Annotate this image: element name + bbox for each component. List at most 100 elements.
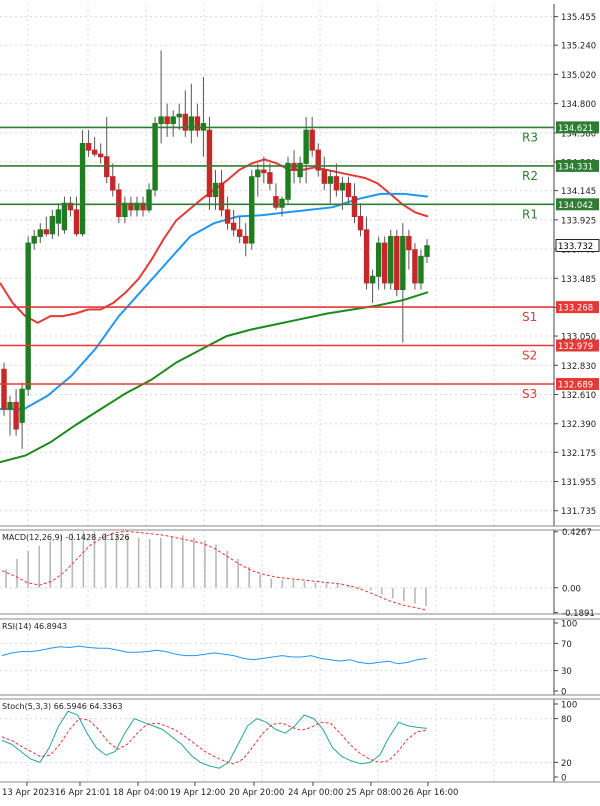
price-tick-label: 134.800: [561, 100, 596, 110]
candle-body: [1, 368, 7, 410]
candle-body: [212, 182, 219, 198]
level-price-label: 133.268: [558, 304, 593, 314]
level-price-label: 134.331: [558, 162, 593, 172]
level-price-tag: [556, 159, 599, 172]
price-panel: 135.455 135.240 135.020 134.800 134.580 134.3…: [0, 4, 600, 527]
rsi-tick-label: 30: [561, 667, 572, 677]
rsi-line: [1, 645, 428, 665]
level-price-label: 134.042: [558, 201, 593, 211]
candle-body: [303, 129, 309, 164]
candle-body: [327, 176, 334, 184]
candle-body: [206, 129, 213, 198]
level-name: R2: [522, 169, 538, 183]
stochastic-panel: 100 80 20 0 Stoch(5,3,3) 66.5946 64.3363: [0, 698, 600, 784]
candle-body: [152, 123, 158, 191]
candle-body: [19, 388, 25, 423]
candle-body: [188, 116, 195, 131]
candle-body: [255, 169, 261, 178]
rsi-tick-label: 100: [561, 620, 577, 630]
time-tick-label: 18 Apr 04:00: [113, 788, 168, 798]
price-tick-label: 134.580: [561, 129, 596, 139]
candle-body: [73, 209, 80, 235]
candle-body: [91, 149, 98, 155]
candle-body: [243, 235, 249, 244]
candle-body: [140, 202, 146, 211]
stoch-tick-label: 100: [561, 701, 577, 711]
level-price-label: 134.621: [558, 124, 593, 134]
candle-body: [236, 229, 243, 237]
candle-body: [339, 182, 346, 191]
current-price-label: 133.732: [558, 242, 593, 252]
macd-tick-label: 0.4267: [562, 528, 592, 538]
macd-signal-line: [1, 530, 428, 611]
candle-body: [382, 242, 388, 284]
level-price-tag: [556, 339, 599, 352]
candle-body: [61, 202, 68, 231]
price-tick-label: 135.240: [561, 42, 596, 52]
candle-body: [394, 235, 400, 291]
candle-body: [134, 202, 140, 211]
candle-body: [7, 401, 13, 410]
level-name: R1: [522, 207, 538, 221]
rsi-legend: RSI(14) 46.8943: [2, 622, 67, 631]
candle-body: [333, 176, 340, 191]
price-tick-label: 132.830: [561, 362, 596, 372]
candle-body: [309, 129, 315, 151]
stoch-tick-label: 20: [561, 759, 572, 769]
candle-body: [31, 235, 37, 244]
candle-body: [116, 189, 122, 218]
candle-body: [388, 235, 394, 284]
candle-body: [321, 169, 327, 184]
macd-tick-label: -0.1891: [562, 609, 595, 619]
current-price-tag: [555, 238, 600, 252]
level-price-label: 132.979: [558, 342, 593, 352]
price-tick-label: 132.610: [561, 391, 596, 401]
stoch-d-line: [1, 718, 428, 765]
candle-body: [97, 153, 104, 158]
candle-body: [406, 235, 412, 251]
candle-body: [85, 142, 92, 151]
candle-body: [79, 142, 86, 235]
candle-body: [351, 196, 358, 218]
macd-panel: 0.4267 0.00 -0.1891 MACD(12,26,9) -0.1428 -…: [0, 528, 600, 619]
moving-average-line: [0, 291, 429, 464]
price-tick-label: 133.050: [561, 333, 596, 343]
price-tick-label: 133.485: [561, 275, 596, 285]
candle-body: [363, 229, 370, 284]
level-name: S2: [522, 348, 537, 362]
candle-body: [267, 172, 273, 184]
candle-body: [345, 182, 352, 198]
price-tick-label: 135.455: [561, 13, 596, 23]
rsi-tick-label: 0: [561, 688, 566, 698]
time-tick-label: 16 Apr 21:01: [55, 788, 110, 798]
candle-body: [315, 149, 321, 171]
candle-body: [182, 113, 188, 131]
candle-body: [357, 216, 364, 231]
candle-body: [194, 116, 201, 131]
macd-legend: MACD(12,26,9) -0.1428 -0.1326: [2, 533, 130, 542]
candle-body: [176, 113, 182, 118]
level-name: S1: [522, 310, 537, 324]
price-tick-label: 135.020: [561, 71, 596, 81]
level-price-tag: [556, 301, 599, 314]
candle-body: [412, 249, 418, 284]
candle-body: [297, 162, 303, 178]
level-price-tag: [556, 121, 599, 134]
candle-body: [369, 275, 376, 284]
stoch-k-line: [1, 710, 428, 769]
candle-body: [261, 169, 267, 174]
candle-body: [122, 202, 128, 218]
candle-body: [128, 202, 134, 211]
candle-body: [146, 189, 152, 211]
candle-body: [49, 216, 56, 235]
candle-body: [285, 162, 291, 200]
time-tick-label: 25 Apr 08:00: [346, 788, 401, 798]
candle-body: [273, 196, 279, 208]
candle-body: [424, 245, 430, 257]
rsi-tick-label: 70: [561, 640, 572, 650]
level-price-tag: [556, 198, 599, 211]
stoch-legend: Stoch(5,3,3) 66.5946 64.3363: [2, 702, 122, 711]
macd-tick-label: 0.00: [562, 584, 581, 594]
